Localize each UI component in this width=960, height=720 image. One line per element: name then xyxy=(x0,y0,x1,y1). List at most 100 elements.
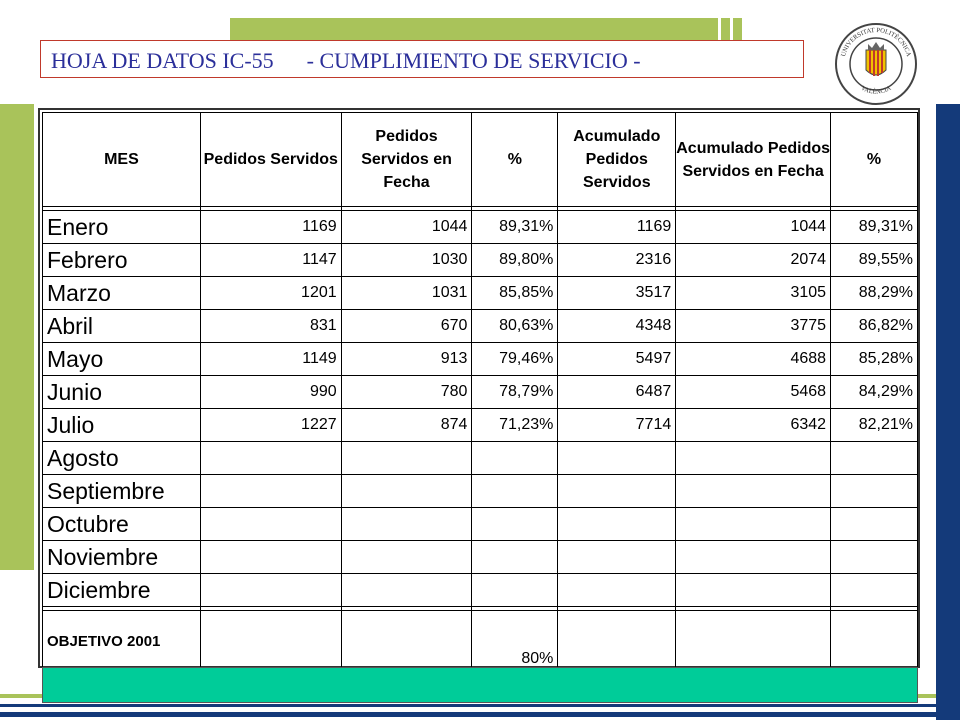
cell-servidos: 1201 xyxy=(199,276,342,310)
cell-mes: Octubre xyxy=(42,507,201,541)
cell-fecha: 1031 xyxy=(340,276,473,310)
cell-fecha xyxy=(340,474,473,508)
cell-pct-acum xyxy=(830,573,918,607)
cell-fecha: 1030 xyxy=(340,243,473,277)
table-row: Septiembre xyxy=(42,474,918,508)
cell-servidos xyxy=(199,474,342,508)
cell-servidos: 1169 xyxy=(199,210,342,244)
table-row: Marzo 1201 1031 85,85% 3517 3105 88,29% xyxy=(42,276,918,310)
cell-pct-acum: 85,28% xyxy=(830,342,918,376)
right-accent-bar xyxy=(936,104,960,720)
cell-acum-fecha: 3105 xyxy=(675,276,832,310)
cell-servidos xyxy=(199,573,342,607)
cell-servidos: 1149 xyxy=(199,342,342,376)
cell-fecha xyxy=(340,441,473,475)
cell-acum-servidos: 6487 xyxy=(557,375,677,409)
cell-pct xyxy=(471,540,559,574)
top-accent-bar xyxy=(230,18,718,40)
table-header-row: MES Pedidos Servidos Pedidos Servidos en… xyxy=(42,112,918,207)
top-accent-tick xyxy=(733,18,742,40)
cell-mes: Mayo xyxy=(42,342,201,376)
objetivo-empty-cell xyxy=(675,610,832,673)
cell-fecha xyxy=(340,540,473,574)
cell-acum-servidos: 7714 xyxy=(557,408,677,442)
cell-acum-fecha: 5468 xyxy=(675,375,832,409)
table-row: Julio 1227 874 71,23% 7714 6342 82,21% xyxy=(42,408,918,442)
cell-fecha xyxy=(340,507,473,541)
cell-fecha: 670 xyxy=(340,309,473,343)
cell-acum-servidos xyxy=(557,507,677,541)
svg-text:VALÈNCIA: VALÈNCIA xyxy=(860,85,893,96)
cell-acum-servidos: 5497 xyxy=(557,342,677,376)
table-row: Junio 990 780 78,79% 6487 5468 84,29% xyxy=(42,375,918,409)
table-row: Octubre xyxy=(42,507,918,541)
cell-servidos: 1147 xyxy=(199,243,342,277)
objetivo-pct: 80% xyxy=(471,610,559,673)
cell-pct: 80,63% xyxy=(471,309,559,343)
cell-acum-servidos: 4348 xyxy=(557,309,677,343)
cell-pct: 79,46% xyxy=(471,342,559,376)
table-row: Noviembre xyxy=(42,540,918,574)
left-accent-bar xyxy=(0,104,34,570)
cell-servidos xyxy=(199,441,342,475)
university-seal-icon: UNIVERSITAT POLITÈCNICA VALÈNCIA xyxy=(835,23,917,105)
logo-text-bottom: VALÈNCIA xyxy=(860,85,893,96)
cell-mes: Noviembre xyxy=(42,540,201,574)
cell-acum-servidos xyxy=(557,540,677,574)
cell-acum-servidos xyxy=(557,573,677,607)
objetivo-empty-cell xyxy=(340,610,473,673)
cell-servidos: 1227 xyxy=(199,408,342,442)
header-pedidos-servidos-fecha: Pedidos Servidos en Fecha xyxy=(340,112,473,207)
cell-acum-fecha: 1044 xyxy=(675,210,832,244)
table-row: Febrero 1147 1030 89,80% 2316 2074 89,55… xyxy=(42,243,918,277)
cell-pct: 78,79% xyxy=(471,375,559,409)
cell-acum-fecha: 2074 xyxy=(675,243,832,277)
cell-pct-acum xyxy=(830,540,918,574)
cell-acum-fecha xyxy=(675,474,832,508)
top-accent-tick xyxy=(721,18,730,40)
table-row: Enero 1169 1044 89,31% 1169 1044 89,31% xyxy=(42,210,918,244)
cell-pct-acum xyxy=(830,507,918,541)
cell-acum-fecha xyxy=(675,441,832,475)
cell-pct: 89,80% xyxy=(471,243,559,277)
cell-acum-servidos: 1169 xyxy=(557,210,677,244)
cell-fecha: 874 xyxy=(340,408,473,442)
cell-acum-fecha: 3775 xyxy=(675,309,832,343)
title-box: HOJA DE DATOS IC-55 - CUMPLIMIENTO DE SE… xyxy=(40,40,804,78)
cell-acum-fecha: 4688 xyxy=(675,342,832,376)
objetivo-empty-cell xyxy=(830,610,918,673)
objetivo-empty-cell xyxy=(557,610,677,673)
bottom-accent-line xyxy=(0,704,936,707)
header-pedidos-servidos: Pedidos Servidos xyxy=(199,112,342,207)
table-row: Mayo 1149 913 79,46% 5497 4688 85,28% xyxy=(42,342,918,376)
cell-mes: Junio xyxy=(42,375,201,409)
cell-servidos: 990 xyxy=(199,375,342,409)
footer-bar xyxy=(42,667,918,703)
header-pct: % xyxy=(471,112,559,207)
cell-pct xyxy=(471,474,559,508)
cell-pct xyxy=(471,573,559,607)
cell-pct-acum: 86,82% xyxy=(830,309,918,343)
data-sheet-table: MES Pedidos Servidos Pedidos Servidos en… xyxy=(38,108,920,673)
cell-pct-acum xyxy=(830,474,918,508)
cell-servidos: 831 xyxy=(199,309,342,343)
cell-mes: Agosto xyxy=(42,441,201,475)
cell-pct-acum: 88,29% xyxy=(830,276,918,310)
cell-pct-acum: 89,31% xyxy=(830,210,918,244)
cell-servidos xyxy=(199,540,342,574)
cell-acum-servidos: 2316 xyxy=(557,243,677,277)
cell-pct-acum: 82,21% xyxy=(830,408,918,442)
cell-fecha: 913 xyxy=(340,342,473,376)
cell-pct: 71,23% xyxy=(471,408,559,442)
cell-fecha: 1044 xyxy=(340,210,473,244)
header-acumulado-servidos: Acumulado Pedidos Servidos xyxy=(557,112,677,207)
cell-mes: Julio xyxy=(42,408,201,442)
cell-servidos xyxy=(199,507,342,541)
header-mes: MES xyxy=(42,112,201,207)
cell-mes: Abril xyxy=(42,309,201,343)
cell-pct-acum xyxy=(830,441,918,475)
cell-acum-fecha: 6342 xyxy=(675,408,832,442)
cell-acum-servidos xyxy=(557,441,677,475)
table-row: Abril 831 670 80,63% 4348 3775 86,82% xyxy=(42,309,918,343)
cell-mes: Septiembre xyxy=(42,474,201,508)
